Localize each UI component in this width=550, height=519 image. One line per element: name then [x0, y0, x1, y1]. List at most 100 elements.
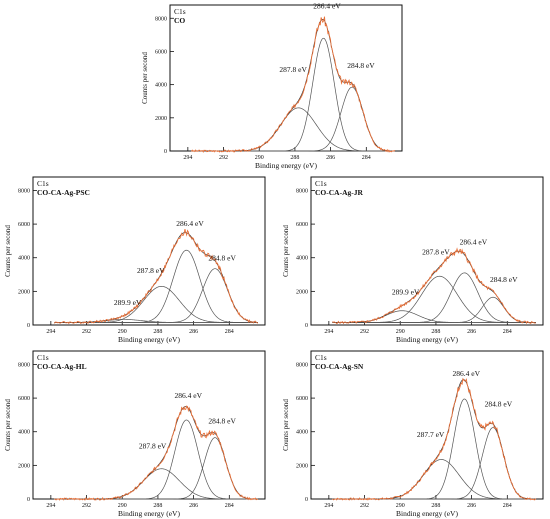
peak-label: 284.8 eV: [208, 253, 236, 262]
raw-spectrum: [54, 405, 259, 501]
x-tick-label: 286: [467, 503, 476, 509]
x-tick-label: 290: [396, 503, 405, 509]
y-tick-label: 6000: [18, 222, 30, 228]
component-peak: [54, 468, 258, 500]
peak-label: 284.8 eV: [490, 275, 518, 284]
raw-spectrum: [332, 247, 536, 325]
component-peak: [191, 37, 395, 152]
x-axis-label: Binding energy (eV): [118, 335, 180, 344]
x-tick-label: 284: [362, 155, 371, 161]
fit-envelope: [191, 19, 395, 152]
peak-label: 286.4 eV: [176, 219, 204, 228]
y-tick-label: 8000: [18, 188, 30, 194]
peak-label: 284.8 eV: [485, 400, 513, 409]
x-tick-label: 284: [225, 329, 234, 335]
y-tick-label: 0: [27, 497, 30, 503]
peak-label: 284.8 eV: [208, 416, 236, 425]
x-tick-label: 292: [360, 503, 369, 509]
fit-envelope: [332, 379, 536, 500]
peak-label: 289.9 eV: [114, 298, 142, 307]
plot-frame: [169, 4, 403, 152]
y-axis-label: Counts per second: [282, 225, 290, 277]
xps-panel: 0 2000 4000 6000 8000 294 292 290 288 286 284 Bindi…: [4, 176, 266, 344]
raw-spectrum: [191, 16, 396, 153]
x-tick-label: 286: [189, 329, 198, 335]
xps-panel: 0 2000 4000 6000 8000 294 292 290 288 286 284 Bindi…: [282, 350, 544, 518]
xps-panel: 0 2000 4000 6000 8000 294 292 290 288 286 284 Bindi…: [141, 1, 403, 170]
x-tick-label: 290: [118, 503, 127, 509]
y-tick-label: 0: [305, 323, 308, 329]
y-axis-label: Counts per second: [4, 399, 12, 451]
x-tick-label: 292: [82, 329, 91, 335]
peak-label: 286.4 eV: [453, 369, 481, 378]
fit-envelope: [332, 250, 536, 323]
sample-title: CO-CA-Ag-HL: [37, 362, 87, 371]
y-tick-label: 8000: [155, 16, 167, 22]
y-tick-label: 6000: [18, 396, 30, 402]
fit-envelope: [54, 232, 258, 323]
peak-label: 284.8 eV: [347, 61, 375, 70]
x-tick-label: 292: [219, 155, 228, 161]
xps-panel: 0 2000 4000 6000 8000 294 292 290 288 286 284 Bindi…: [4, 350, 266, 518]
component-peak: [332, 459, 536, 500]
y-tick-label: 6000: [296, 222, 308, 228]
y-tick-label: 8000: [296, 362, 308, 368]
x-tick-label: 286: [189, 503, 198, 509]
y-tick-label: 0: [164, 149, 167, 155]
x-tick-label: 288: [431, 503, 440, 509]
x-tick-label: 286: [467, 329, 476, 335]
region-label: C1s: [37, 353, 49, 362]
x-tick-label: 288: [290, 155, 299, 161]
x-axis-label: Binding energy (eV): [255, 161, 317, 170]
y-tick-label: 4000: [296, 256, 308, 262]
peak-label: 287.8 eV: [137, 266, 165, 275]
component-peak: [54, 419, 258, 500]
peak-label: 287.8 eV: [279, 65, 307, 74]
y-tick-label: 4000: [296, 430, 308, 436]
x-tick-label: 294: [46, 503, 55, 509]
y-tick-label: 8000: [18, 362, 30, 368]
x-tick-label: 286: [326, 155, 335, 161]
plot-frame: [310, 350, 544, 500]
x-axis-label: Binding energy (eV): [396, 335, 458, 344]
x-tick-label: 284: [503, 329, 512, 335]
y-tick-label: 0: [305, 497, 308, 503]
y-axis-label: Counts per second: [4, 225, 12, 277]
sample-title: CO-CA-Ag-PSC: [37, 188, 90, 197]
peak-label: 287.7 eV: [417, 430, 445, 439]
plot-frame: [32, 176, 266, 326]
x-tick-label: 290: [255, 155, 264, 161]
y-tick-label: 2000: [296, 289, 308, 295]
sample-title: CO-CA-Ag-SN: [315, 362, 364, 371]
x-tick-label: 284: [225, 503, 234, 509]
x-tick-label: 290: [118, 329, 127, 335]
y-tick-label: 6000: [296, 396, 308, 402]
x-tick-label: 292: [360, 329, 369, 335]
peak-label: 287.8 eV: [139, 442, 167, 451]
component-peak: [191, 86, 395, 152]
y-tick-label: 2000: [18, 463, 30, 469]
peak-label: 289.9 eV: [392, 288, 420, 297]
component-peak: [332, 310, 536, 323]
y-tick-label: 6000: [155, 49, 167, 55]
y-tick-label: 2000: [18, 289, 30, 295]
x-tick-label: 294: [324, 503, 333, 509]
x-tick-label: 288: [153, 503, 162, 509]
y-tick-label: 4000: [155, 83, 167, 89]
xps-panel: 0 2000 4000 6000 8000 294 292 290 288 286 284 Bindi…: [282, 176, 544, 344]
peak-label: 286.4 eV: [460, 237, 488, 246]
y-tick-label: 8000: [296, 188, 308, 194]
x-axis-label: Binding energy (eV): [118, 509, 180, 518]
y-axis-label: Counts per second: [282, 399, 290, 451]
component-peak: [332, 398, 536, 500]
x-axis-label: Binding energy (eV): [396, 509, 458, 518]
y-tick-label: 2000: [155, 116, 167, 122]
region-label: C1s: [315, 353, 327, 362]
x-tick-label: 290: [396, 329, 405, 335]
x-tick-label: 294: [46, 329, 55, 335]
raw-spectrum: [332, 377, 537, 501]
y-axis-label: Counts per second: [141, 52, 149, 104]
y-tick-label: 0: [27, 323, 30, 329]
plot-frame: [310, 176, 544, 326]
